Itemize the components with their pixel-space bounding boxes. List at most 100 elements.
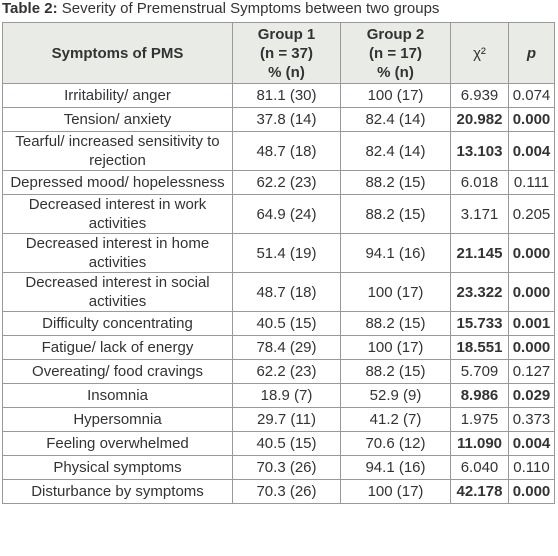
header-line: p — [526, 44, 537, 62]
column-header: Symptoms of PMS — [2, 22, 233, 84]
column-header: χ² — [450, 22, 509, 84]
value-cell: 0.004 — [508, 431, 555, 456]
value-cell: 48.7 (18) — [232, 272, 341, 312]
symptom-cell: Insomnia — [2, 383, 233, 408]
value-cell: 0.000 — [508, 272, 555, 312]
symptom-cell: Physical symptoms — [2, 455, 233, 480]
value-cell: 18.9 (7) — [232, 383, 341, 408]
value-cell: 13.103 — [450, 131, 509, 171]
table-row: Insomnia 18.9 (7) 52.9 (9) 8.986 0.029 — [2, 383, 555, 408]
table-row: Decreased interest in home activities 51.… — [2, 233, 555, 273]
value-cell: 11.090 — [450, 431, 509, 456]
value-cell: 15.733 — [450, 311, 509, 336]
value-cell: 20.982 — [450, 107, 509, 132]
table-row: Difficulty concentrating 40.5 (15) 88.2 (1… — [2, 311, 555, 336]
value-cell: 100 (17) — [340, 479, 451, 504]
symptom-cell: Depressed mood/ hopelessness — [2, 170, 233, 195]
value-cell: 100 (17) — [340, 272, 451, 312]
header-row: Symptoms of PMS Group 1 (n = 37)% (n) Group… — [2, 22, 555, 84]
symptom-cell: Overeating/ food cravings — [2, 359, 233, 384]
value-cell: 6.040 — [450, 455, 509, 480]
value-cell: 21.145 — [450, 233, 509, 273]
symptom-cell: Irritability/ anger — [2, 83, 233, 108]
value-cell: 100 (17) — [340, 335, 451, 360]
value-cell: 1.975 — [450, 407, 509, 432]
table-row: Tension/ anxiety 37.8 (14) 82.4 (14) 20.982… — [2, 107, 555, 132]
value-cell: 88.2 (15) — [340, 359, 451, 384]
header-line: Group 1 — [257, 25, 316, 43]
table-body: Irritability/ anger 81.1 (30) 100 (17) 6.93… — [2, 83, 555, 504]
caption-label: Table 2: — [2, 0, 58, 17]
value-cell: 52.9 (9) — [340, 383, 451, 408]
value-cell: 100 (17) — [340, 83, 451, 108]
column-header: Group 1 (n = 37)% (n) — [232, 22, 341, 84]
value-cell: 82.4 (14) — [340, 131, 451, 171]
table-row: Irritability/ anger 81.1 (30) 100 (17) 6.93… — [2, 83, 555, 108]
symptom-cell: Decreased interest in social activities — [2, 272, 233, 312]
value-cell: 78.4 (29) — [232, 335, 341, 360]
value-cell: 64.9 (24) — [232, 194, 341, 234]
table: Symptoms of PMS Group 1 (n = 37)% (n) Group… — [2, 22, 555, 504]
header-line: % (n) — [268, 63, 305, 81]
value-cell: 6.939 — [450, 83, 509, 108]
value-cell: 37.8 (14) — [232, 107, 341, 132]
symptom-cell: Fatigue/ lack of energy — [2, 335, 233, 360]
symptom-cell: Hypersomnia — [2, 407, 233, 432]
value-cell: 18.551 — [450, 335, 509, 360]
value-cell: 70.3 (26) — [232, 455, 341, 480]
symptom-cell: Feeling overwhelmed — [2, 431, 233, 456]
column-header: Group 2 (n = 17)% (n) — [340, 22, 451, 84]
value-cell: 88.2 (15) — [340, 170, 451, 195]
caption-text: Severity of Premenstrual Symptoms betwee… — [61, 0, 440, 17]
value-cell: 0.000 — [508, 233, 555, 273]
value-cell: 88.2 (15) — [340, 194, 451, 234]
value-cell: 0.000 — [508, 479, 555, 504]
value-cell: 3.171 — [450, 194, 509, 234]
value-cell: 42.178 — [450, 479, 509, 504]
header-line: % (n) — [377, 63, 414, 81]
value-cell: 29.7 (11) — [232, 407, 341, 432]
value-cell: 8.986 — [450, 383, 509, 408]
value-cell: 0.001 — [508, 311, 555, 336]
table-row: Hypersomnia 29.7 (11) 41.2 (7) 1.975 0.373 — [2, 407, 555, 432]
value-cell: 48.7 (18) — [232, 131, 341, 171]
value-cell: 23.322 — [450, 272, 509, 312]
header-line: (n = 17) — [369, 44, 422, 62]
value-cell: 0.127 — [508, 359, 555, 384]
caption: Table 2: Severity of Premenstrual Sympto… — [0, 0, 558, 22]
symptom-cell: Tension/ anxiety — [2, 107, 233, 132]
header-line: Group 2 — [366, 25, 425, 43]
value-cell: 81.1 (30) — [232, 83, 341, 108]
value-cell: 62.2 (23) — [232, 359, 341, 384]
value-cell: 0.000 — [508, 107, 555, 132]
table-row: Tearful/ increased sensitivity to reject… — [2, 131, 555, 171]
header-line: (n = 37) — [260, 44, 313, 62]
value-cell: 5.709 — [450, 359, 509, 384]
value-cell: 62.2 (23) — [232, 170, 341, 195]
table-row: Overeating/ food cravings 62.2 (23) 88.2 (… — [2, 359, 555, 384]
value-cell: 88.2 (15) — [340, 311, 451, 336]
table-row: Physical symptoms 70.3 (26) 94.1 (16) 6.040… — [2, 455, 555, 480]
value-cell: 40.5 (15) — [232, 431, 341, 456]
value-cell: 0.205 — [508, 194, 555, 234]
symptom-cell: Decreased interest in home activities — [2, 233, 233, 273]
value-cell: 0.029 — [508, 383, 555, 408]
value-cell: 0.074 — [508, 83, 555, 108]
header-line: χ² — [473, 44, 486, 62]
value-cell: 41.2 (7) — [340, 407, 451, 432]
symptom-cell: Difficulty concentrating — [2, 311, 233, 336]
table-row: Depressed mood/ hopelessness 62.2 (23) 88.… — [2, 170, 555, 195]
table-row: Disturbance by symptoms 70.3 (26) 100 (17)… — [2, 479, 555, 504]
value-cell: 94.1 (16) — [340, 455, 451, 480]
value-cell: 0.000 — [508, 335, 555, 360]
value-cell: 0.110 — [508, 455, 555, 480]
table-row: Fatigue/ lack of energy 78.4 (29) 100 (17)… — [2, 335, 555, 360]
value-cell: 70.3 (26) — [232, 479, 341, 504]
table-row: Feeling overwhelmed 40.5 (15) 70.6 (12) 11.… — [2, 431, 555, 456]
value-cell: 40.5 (15) — [232, 311, 341, 336]
table-row: Decreased interest in work activities 64.… — [2, 194, 555, 234]
value-cell: 0.111 — [508, 170, 555, 195]
symptom-cell: Tearful/ increased sensitivity to reject… — [2, 131, 233, 171]
header-line: Symptoms of PMS — [51, 44, 184, 62]
